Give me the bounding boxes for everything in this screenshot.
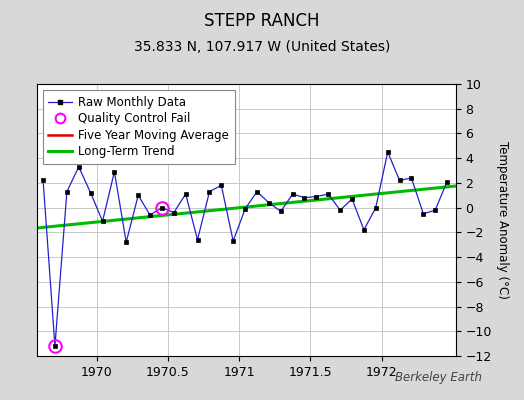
Raw Monthly Data (206, 189, 213, 194)
Legend: Raw Monthly Data, Quality Control Fail, Five Year Moving Average, Long-Term Tren: Raw Monthly Data, Quality Control Fail, … (42, 90, 235, 164)
Y-axis label: Temperature Anomaly (°C): Temperature Anomaly (°C) (496, 141, 509, 299)
Raw Monthly Data (373, 205, 379, 210)
Raw Monthly Data (182, 192, 189, 196)
Raw Monthly Data (135, 193, 141, 198)
Raw Monthly Data (301, 195, 308, 200)
Raw Monthly Data (100, 219, 106, 224)
Raw Monthly Data (325, 192, 331, 196)
Raw Monthly Data (289, 192, 296, 196)
Raw Monthly Data (159, 205, 165, 210)
Raw Monthly Data (230, 239, 236, 244)
Raw Monthly Data (385, 150, 391, 154)
Raw Monthly Data (40, 178, 46, 183)
Raw Monthly Data (218, 183, 224, 188)
Quality Control Fail (52, 344, 58, 348)
Text: 35.833 N, 107.917 W (United States): 35.833 N, 107.917 W (United States) (134, 40, 390, 54)
Text: STEPP RANCH: STEPP RANCH (204, 12, 320, 30)
Raw Monthly Data (52, 344, 58, 348)
Raw Monthly Data (420, 212, 427, 216)
Raw Monthly Data (397, 178, 403, 183)
Line: Raw Monthly Data: Raw Monthly Data (41, 150, 449, 348)
Raw Monthly Data (444, 179, 450, 184)
Raw Monthly Data (171, 210, 177, 215)
Raw Monthly Data (194, 237, 201, 242)
Quality Control Fail (159, 205, 165, 210)
Raw Monthly Data (432, 208, 439, 212)
Raw Monthly Data (111, 169, 117, 174)
Raw Monthly Data (88, 190, 94, 195)
Text: Berkeley Earth: Berkeley Earth (395, 371, 482, 384)
Line: Quality Control Fail: Quality Control Fail (49, 201, 168, 352)
Raw Monthly Data (266, 200, 272, 205)
Raw Monthly Data (242, 206, 248, 211)
Raw Monthly Data (408, 176, 414, 180)
Raw Monthly Data (313, 194, 320, 199)
Raw Monthly Data (254, 189, 260, 194)
Raw Monthly Data (123, 240, 129, 245)
Raw Monthly Data (361, 228, 367, 232)
Raw Monthly Data (337, 208, 343, 212)
Raw Monthly Data (349, 196, 355, 201)
Raw Monthly Data (147, 213, 153, 218)
Raw Monthly Data (64, 189, 70, 194)
Raw Monthly Data (278, 209, 284, 214)
Raw Monthly Data (75, 164, 82, 169)
